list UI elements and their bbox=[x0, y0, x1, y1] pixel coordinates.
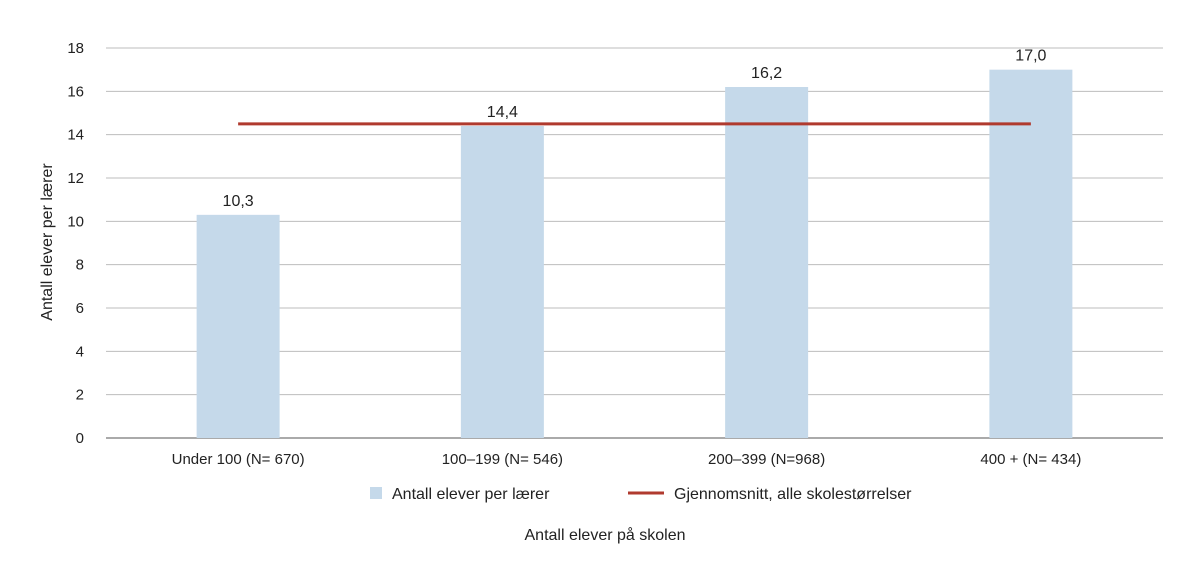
tick-labels: 0 2 4 6 8 10 12 14 16 18 Under 100 (N= 670) 100–199… bbox=[67, 40, 1081, 468]
y-tick-label: 0 bbox=[76, 430, 84, 447]
y-tick-label: 6 bbox=[76, 300, 84, 317]
legend-bar-label: Antall elever per lærer bbox=[392, 486, 550, 503]
y-tick-label: 16 bbox=[67, 83, 84, 100]
x-tick-label: 200–399 (N=968) bbox=[708, 451, 825, 468]
bar-data-label: 14,4 bbox=[487, 104, 518, 121]
x-tick-label: 100–199 (N= 546) bbox=[442, 451, 563, 468]
bar bbox=[989, 69, 1073, 439]
bar-data-label: 16,2 bbox=[751, 65, 782, 82]
bar bbox=[725, 87, 809, 438]
y-axis-title: Antall elever per lærer bbox=[39, 163, 56, 321]
legend-bar-swatch bbox=[370, 487, 382, 499]
x-tick-label: 400 + (N= 434) bbox=[980, 451, 1081, 468]
bar-data-label: 17,0 bbox=[1015, 48, 1046, 65]
y-tick-label: 4 bbox=[76, 343, 84, 360]
y-tick-label: 2 bbox=[76, 387, 84, 404]
legend: Antall elever per lærer Gjennomsnitt, al… bbox=[370, 486, 912, 503]
x-tick-label: Under 100 (N= 670) bbox=[172, 451, 305, 468]
data-labels: 10,3 14,4 16,2 17,0 bbox=[223, 48, 1047, 210]
y-tick-label: 14 bbox=[67, 127, 84, 144]
bar-data-label: 10,3 bbox=[223, 193, 254, 210]
y-tick-label: 12 bbox=[67, 170, 84, 187]
bar bbox=[460, 126, 544, 438]
x-axis-title: Antall elever på skolen bbox=[525, 526, 686, 544]
gridlines bbox=[106, 47, 1163, 439]
y-tick-label: 8 bbox=[76, 257, 84, 274]
y-tick-label: 18 bbox=[67, 40, 84, 57]
bar bbox=[196, 214, 280, 438]
legend-line-label: Gjennomsnitt, alle skolestørrelser bbox=[674, 486, 912, 503]
bars bbox=[196, 69, 1073, 439]
y-tick-label: 10 bbox=[67, 213, 84, 230]
